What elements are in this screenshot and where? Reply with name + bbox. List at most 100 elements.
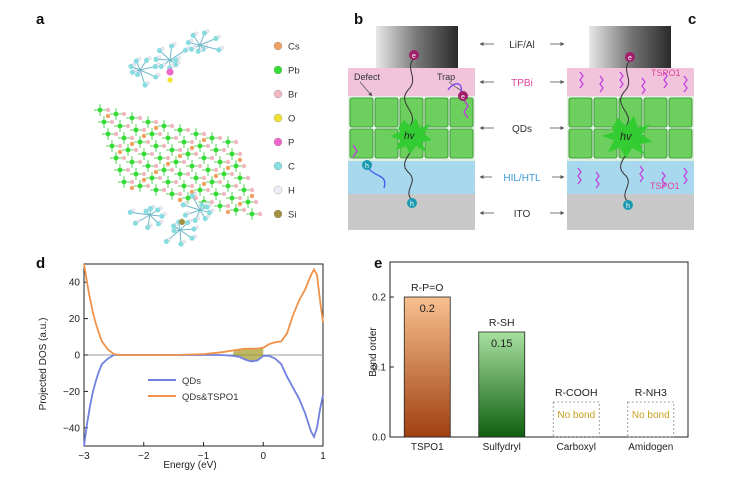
h-atom — [161, 47, 164, 50]
pb-atom — [130, 116, 135, 121]
pb-atom — [234, 164, 239, 169]
br-atom — [206, 188, 210, 192]
pb-atom — [162, 124, 167, 129]
hv-label-c: hv — [620, 131, 633, 143]
br-atom — [158, 176, 162, 180]
pb-atom — [202, 156, 207, 161]
bond-value-label: 0.2 — [420, 303, 435, 315]
qd-cube — [644, 98, 667, 127]
legend-pb-icon — [274, 66, 282, 74]
h-atom — [146, 81, 149, 84]
device-c: TSPO1 TSPO1 hv e h — [567, 26, 694, 230]
h-atom — [149, 224, 152, 227]
h-atom — [193, 46, 196, 49]
br-atom — [146, 140, 150, 144]
pb-atom — [166, 180, 171, 185]
h-atom — [220, 46, 223, 49]
pb-atom — [210, 136, 215, 141]
pb-atom — [138, 184, 143, 189]
br-atom — [222, 148, 226, 152]
br-atom — [234, 184, 238, 188]
br-atom — [130, 180, 134, 184]
h-atom — [157, 63, 160, 66]
qd-crystal-structure — [94, 29, 262, 246]
h-atom — [195, 32, 198, 35]
pb-atom — [102, 120, 107, 125]
pb-atom — [206, 168, 211, 173]
bond-category-label: TSPO1 — [411, 442, 444, 453]
br-atom — [174, 136, 178, 140]
h-atom — [185, 201, 188, 204]
dos-xtick-label: −2 — [138, 451, 150, 462]
br-atom — [154, 120, 158, 124]
br-atom — [122, 112, 126, 116]
cs-atom — [238, 158, 242, 162]
qd-cube — [375, 129, 398, 158]
pb-atom — [194, 132, 199, 137]
h-atom — [163, 63, 166, 66]
legend-tspo1-label: QDs&TSPO1 — [182, 392, 239, 403]
panel-a-label: a — [36, 11, 45, 28]
br-atom — [118, 144, 122, 148]
tspo1-top-label: TSPO1 — [651, 68, 681, 78]
cs-atom — [130, 186, 134, 190]
cs-atom — [154, 126, 158, 130]
pb-atom — [110, 144, 115, 149]
bond-category-label: Carboxyl — [557, 442, 596, 453]
pb-atom — [250, 212, 255, 217]
legend-cs-icon — [274, 42, 282, 50]
cs-atom — [190, 146, 194, 150]
bond-order-ylabel: Bond order — [368, 327, 379, 377]
br-atom — [234, 140, 238, 144]
tspo1-bottom-label: TSPO1 — [650, 181, 680, 191]
h-atom — [159, 206, 162, 209]
h-atom — [132, 63, 135, 66]
h-atom — [208, 203, 211, 206]
pb-atom — [114, 156, 119, 161]
legend-o-icon — [274, 114, 282, 122]
pb-atom — [150, 176, 155, 181]
pb-atom — [166, 136, 171, 141]
cs-atom — [130, 142, 134, 146]
pb-atom — [130, 160, 135, 165]
br-atom — [146, 184, 150, 188]
cs-atom — [202, 138, 206, 142]
dos-xtick-label: −3 — [78, 451, 90, 462]
electron-label-b: e — [412, 53, 416, 60]
qd-cube — [350, 129, 373, 158]
h-atom — [148, 57, 151, 60]
br-atom — [206, 144, 210, 148]
no-bond-label: No bond — [632, 410, 670, 421]
h-atom — [187, 212, 190, 215]
legend-qds-label: QDs — [182, 376, 201, 387]
pb-atom — [146, 164, 151, 169]
br-atom — [122, 156, 126, 160]
cathode-electrode-b — [376, 26, 458, 68]
h-atom — [157, 56, 160, 59]
dos-legend: QDs QDs&TSPO1 — [148, 376, 239, 403]
h-atom — [177, 61, 180, 64]
cs-atom — [226, 166, 230, 170]
dos-xlabel: Energy (eV) — [163, 460, 216, 471]
pb-atom — [182, 184, 187, 189]
legend-si-label: Si — [288, 210, 296, 221]
pb-atom — [98, 108, 103, 113]
pb-atom — [186, 152, 191, 157]
br-atom — [226, 204, 230, 208]
h-atom — [207, 215, 210, 218]
legend-cs-label: Cs — [288, 42, 300, 53]
br-atom — [110, 120, 114, 124]
o-atom — [167, 77, 172, 82]
br-atom — [210, 156, 214, 160]
pb-atom — [106, 132, 111, 137]
br-atom — [186, 172, 190, 176]
br-atom — [166, 156, 170, 160]
br-atom — [178, 192, 182, 196]
bond-ytick-label: 0.0 — [372, 433, 386, 444]
pb-atom — [242, 188, 247, 193]
ito-label: ITO — [514, 209, 531, 220]
pb-atom — [218, 160, 223, 165]
br-atom — [114, 132, 118, 136]
hole-label-b: h — [410, 201, 414, 208]
br-atom — [154, 164, 158, 168]
